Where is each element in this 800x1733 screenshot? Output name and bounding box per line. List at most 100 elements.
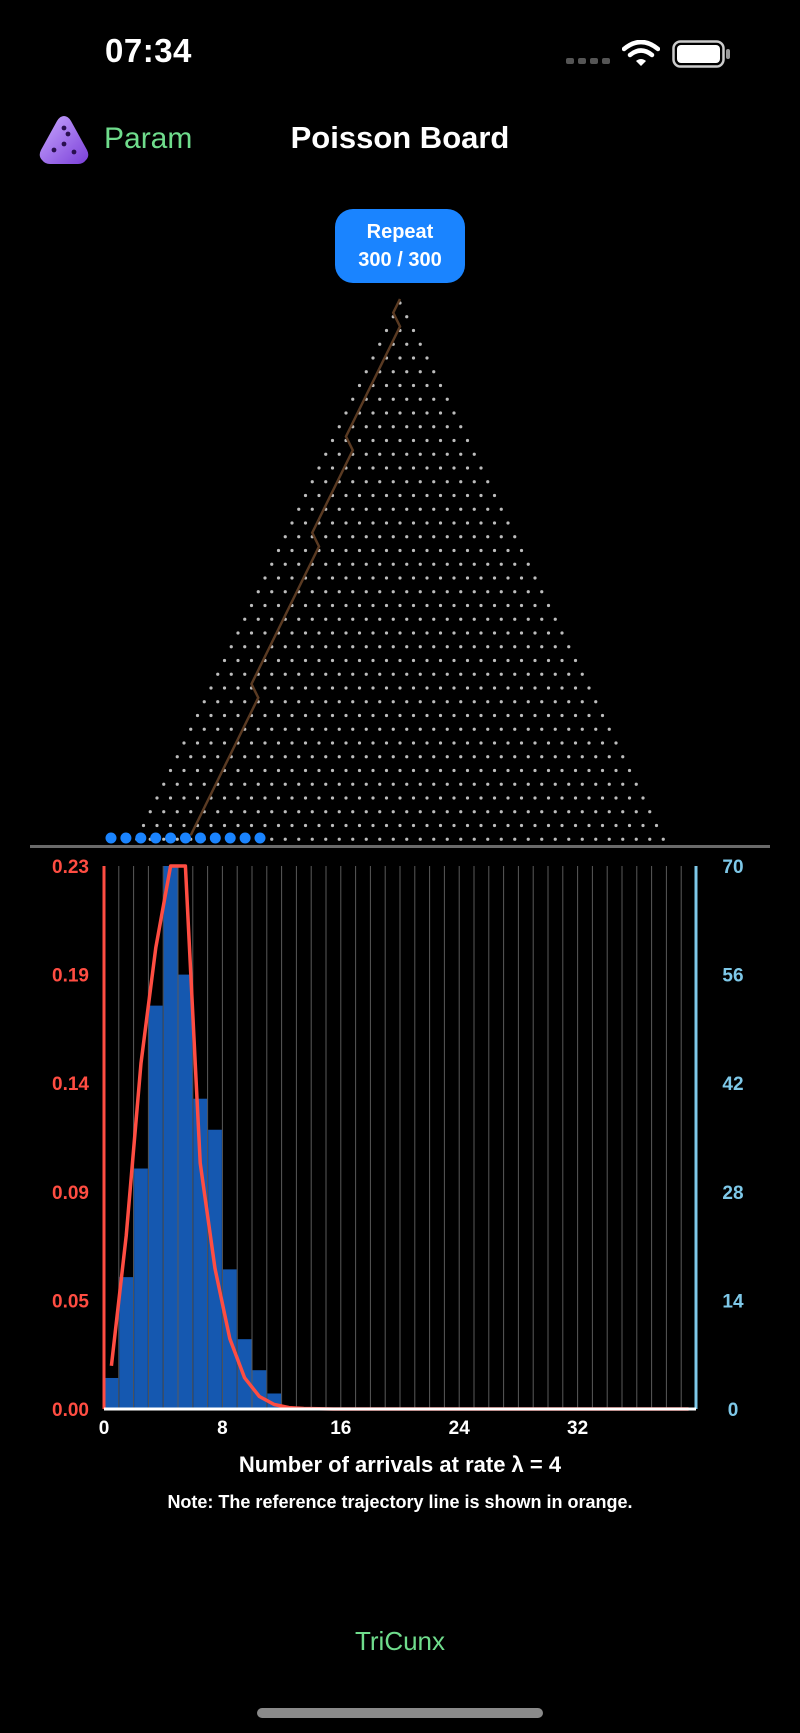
- peg: [364, 810, 368, 814]
- repeat-button[interactable]: Repeat 300 / 300: [335, 209, 465, 283]
- peg: [621, 755, 625, 759]
- peg: [526, 672, 530, 676]
- peg: [371, 796, 375, 800]
- peg: [405, 507, 409, 511]
- peg: [438, 466, 443, 470]
- peg: [432, 452, 436, 456]
- home-indicator[interactable]: [257, 1708, 543, 1718]
- peg: [499, 782, 503, 786]
- peg: [533, 741, 537, 745]
- peg: [472, 480, 476, 484]
- peg: [303, 713, 308, 718]
- peg: [425, 521, 429, 525]
- peg: [310, 645, 314, 649]
- peg: [263, 768, 267, 773]
- peg: [499, 645, 503, 649]
- peg: [216, 672, 220, 676]
- peg: [371, 823, 375, 828]
- peg: [283, 590, 287, 594]
- peg: [641, 796, 645, 800]
- peg: [344, 603, 348, 608]
- peg: [405, 617, 409, 621]
- peg: [621, 782, 625, 786]
- collected-ball: [239, 832, 251, 844]
- peg: [486, 645, 490, 649]
- peg: [310, 672, 314, 676]
- peg: [438, 686, 443, 690]
- peg: [391, 755, 395, 759]
- peg: [249, 823, 254, 828]
- peg: [290, 548, 294, 553]
- peg: [384, 411, 389, 415]
- peg: [546, 603, 551, 608]
- peg: [351, 562, 355, 566]
- peg: [391, 535, 395, 539]
- peg: [492, 741, 497, 745]
- footer-link[interactable]: TriCunx: [354, 1626, 446, 1656]
- peg: [371, 713, 375, 718]
- peg: [546, 631, 551, 635]
- peg: [425, 493, 429, 498]
- peg: [330, 686, 335, 690]
- peg: [155, 796, 159, 800]
- peg: [263, 713, 267, 718]
- peg: [344, 576, 348, 580]
- peg: [533, 576, 537, 580]
- peg: [519, 823, 524, 828]
- peg: [324, 727, 328, 731]
- peg: [513, 617, 517, 621]
- peg: [432, 370, 436, 374]
- peg: [290, 768, 294, 773]
- right-tick-label: 0: [728, 1400, 739, 1421]
- peg: [526, 645, 530, 649]
- peg: [506, 713, 510, 718]
- peg: [317, 493, 321, 498]
- peg: [418, 672, 422, 676]
- peg: [513, 535, 517, 539]
- peg: [560, 823, 564, 828]
- peg: [324, 645, 328, 649]
- peg: [479, 686, 483, 690]
- peg: [648, 837, 652, 841]
- peg: [175, 755, 179, 759]
- peg: [357, 713, 362, 718]
- peg: [432, 507, 436, 511]
- tri-dice-logo-icon[interactable]: [38, 114, 90, 166]
- peg: [492, 631, 497, 635]
- peg: [472, 810, 476, 814]
- left-tick-label: 0.23: [52, 857, 89, 878]
- peg: [398, 466, 402, 470]
- peg: [324, 452, 328, 456]
- x-tick-label: 24: [449, 1418, 471, 1439]
- status-time: 07:34: [105, 32, 192, 69]
- peg: [580, 727, 584, 731]
- peg: [222, 713, 227, 718]
- peg: [526, 590, 530, 594]
- peg: [580, 700, 584, 704]
- peg: [411, 576, 416, 580]
- back-button[interactable]: Param: [104, 122, 193, 155]
- peg: [418, 837, 422, 841]
- peg: [317, 768, 321, 773]
- peg: [540, 590, 544, 594]
- peg: [330, 658, 335, 663]
- x-axis-title: Number of arrivals at rate λ = 4: [238, 1452, 562, 1477]
- peg: [276, 823, 281, 828]
- peg: [276, 603, 281, 608]
- peg: [553, 672, 557, 676]
- peg: [560, 741, 564, 745]
- peg: [614, 796, 618, 800]
- peg: [384, 466, 389, 470]
- peg: [614, 823, 618, 828]
- peg: [229, 700, 233, 704]
- peg: [452, 466, 456, 470]
- peg: [560, 686, 564, 690]
- collected-ball: [194, 832, 206, 844]
- peg: [479, 796, 483, 800]
- peg: [472, 562, 476, 566]
- peg: [492, 686, 497, 690]
- peg: [418, 755, 422, 759]
- peg: [344, 493, 348, 498]
- peg: [324, 535, 328, 539]
- peg: [594, 782, 598, 786]
